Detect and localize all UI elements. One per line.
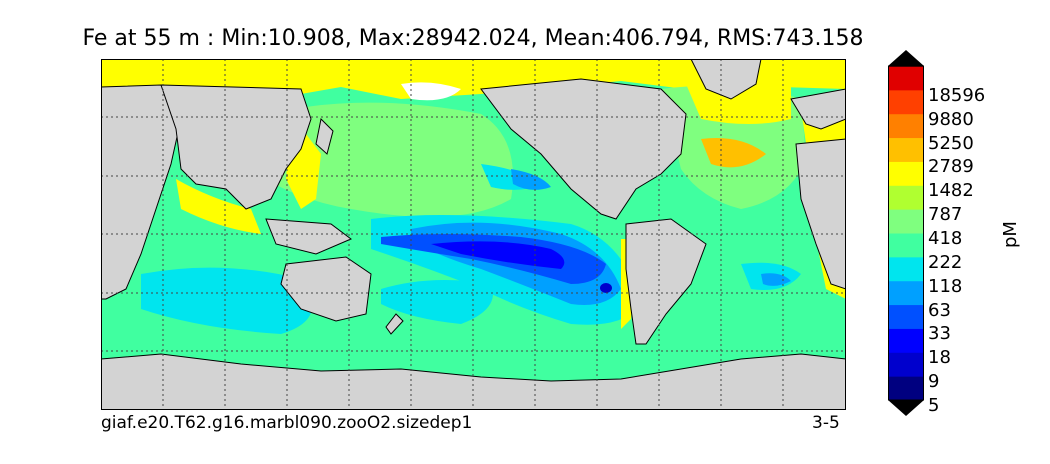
map-title: Fe at 55 m : Min:10.908, Max:28942.024, …	[82, 26, 864, 51]
colorbar-tick-label: 63	[928, 299, 951, 321]
region-no-data-arctic	[401, 82, 461, 101]
colorbar-segment	[888, 304, 924, 329]
region-indian-coast-yellow	[176, 179, 261, 234]
colorbar-unit-label: pM	[1000, 221, 1021, 248]
colorbar-extend-min	[888, 400, 924, 416]
map-plot	[101, 59, 846, 410]
colorbar-tick-label: 2789	[928, 156, 974, 178]
colorbar-segment	[888, 280, 924, 306]
land-new-zealand	[385, 313, 404, 335]
region-pacific-minimum	[600, 283, 612, 293]
colorbar-tick-label: 9880	[928, 108, 974, 130]
colorbar-tick-label: 222	[928, 251, 963, 273]
region-south-atlantic-blue	[761, 273, 791, 286]
colorbar-frame	[888, 65, 924, 401]
colorbar-segment	[888, 328, 924, 353]
region-atlantic-orange	[701, 138, 766, 168]
land-north-america	[480, 78, 687, 220]
map-canvas	[101, 59, 846, 410]
case-name: giaf.e20.T62.g16.marbl090.zooO2.sizedep1	[101, 413, 473, 433]
colorbar-tick-label: 18	[928, 347, 951, 369]
colorbar-segment	[888, 209, 924, 234]
colorbar-tick-label: 787	[928, 204, 963, 226]
colorbar-segment	[888, 113, 924, 139]
colorbar-segment	[888, 66, 924, 91]
colorbar-tick-label: 9	[928, 371, 940, 393]
land-group	[101, 59, 846, 410]
colorbar-tick-label: 5	[928, 395, 940, 416]
colorbar-tick-label: 18596	[928, 84, 986, 106]
region-south-pacific-cyan-west	[381, 280, 493, 324]
colorbar-tick-labels: 18596 9880 5250 2789 1482 787 418 222 118 63 33 18 9…	[928, 0, 998, 464]
colorbar-segment	[888, 352, 924, 377]
land-europe	[790, 88, 846, 130]
colorbar-segment	[888, 89, 924, 115]
colorbar-tick-label: 5250	[928, 132, 974, 154]
region-north-pacific-blue	[511, 169, 551, 190]
colorbar-extend-max	[888, 50, 924, 66]
colorbar-segment	[888, 376, 924, 401]
colorbar-segment	[888, 233, 924, 258]
colorbar-tick-label: 418	[928, 228, 963, 249]
colorbar-segment	[888, 137, 924, 162]
colorbar-segment	[888, 256, 924, 282]
graticule	[101, 59, 846, 410]
land-south-america	[625, 218, 707, 345]
land-japan	[315, 117, 334, 155]
time-range-label: 3-5	[812, 413, 840, 433]
colorbar-segment	[888, 185, 924, 210]
land-africa-east	[795, 138, 846, 290]
colorbar-tick-label: 1482	[928, 180, 974, 202]
colorbar-segment	[888, 161, 924, 186]
land-asia	[160, 84, 312, 210]
region-indian-cyan	[141, 267, 313, 334]
land-greenland	[690, 59, 762, 100]
region-pacific-deepblue	[431, 241, 565, 269]
colorbar-tick-label: 33	[928, 323, 951, 345]
colorbar-tick-label: 118	[928, 275, 963, 297]
colorbar	[888, 50, 924, 416]
